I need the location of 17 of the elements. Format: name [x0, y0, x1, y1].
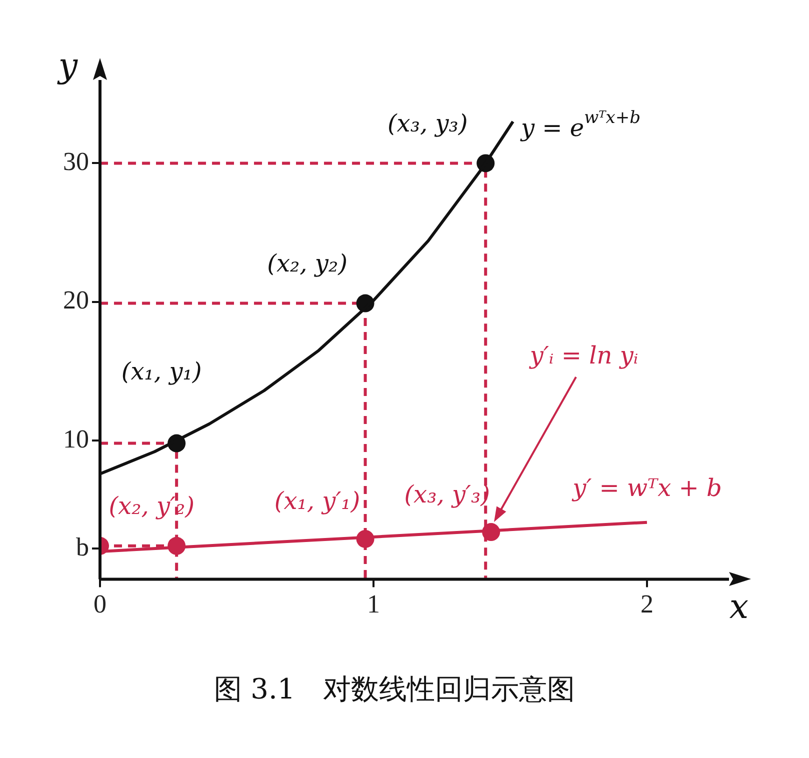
annotation: (x₁, y₁) [121, 358, 202, 386]
annotation: (x₁, y′₁) [274, 487, 360, 516]
annotation: (x₂, y′₂) [108, 492, 194, 520]
x-tick-label: 2 [640, 590, 654, 619]
y-tick-label: 10 [63, 424, 89, 454]
annotation: (x₂, y₂) [267, 249, 348, 278]
annotation: (x₃, y₃) [387, 109, 468, 138]
y-axis-title: y [56, 46, 78, 86]
y-tick-label: 20 [63, 286, 89, 315]
annotation: y′ = wᵀx + b [572, 474, 722, 502]
text: 图 3.1 对数线性回归示意图 [214, 672, 576, 706]
x-tick-label: 0 [94, 590, 106, 619]
x-axis-title: x [729, 587, 749, 628]
x-tick-label: 1 [366, 590, 380, 619]
y-tick-label: 30 [63, 147, 89, 176]
y-tick-label: b [76, 532, 89, 562]
annotation: y′ᵢ = ln yᵢ [528, 341, 638, 370]
